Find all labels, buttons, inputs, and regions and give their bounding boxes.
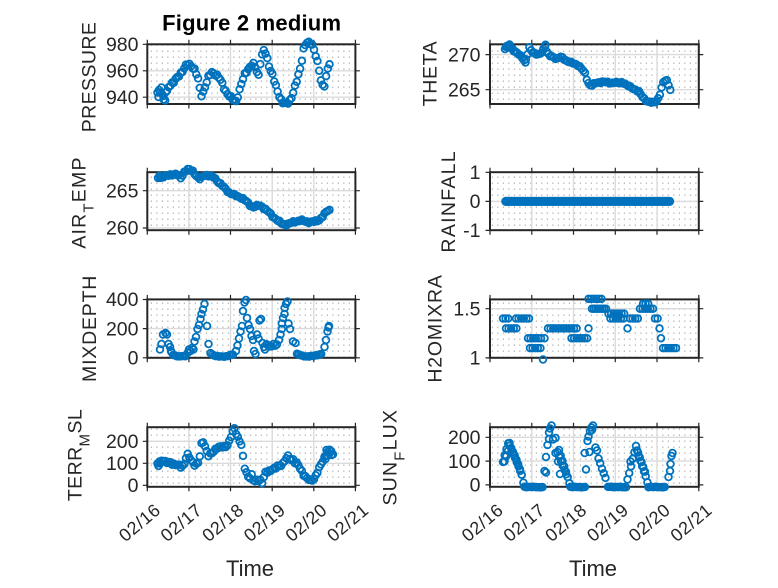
svg-text:AIRT​EMP: AIRT​EMP [68,156,97,248]
svg-text:1: 1 [470,348,481,370]
svg-text:RAINFALL: RAINFALL [438,150,460,253]
svg-text:270: 270 [448,44,481,66]
svg-text:SUNF​LUX: SUNF​LUX [379,409,408,506]
svg-text:0: 0 [470,475,481,497]
svg-text:Time: Time [226,556,274,581]
svg-text:265: 265 [106,180,139,202]
svg-text:H2OMIXRA: H2OMIXRA [424,274,446,382]
svg-text:940: 940 [106,87,139,109]
svg-text:1.5: 1.5 [453,298,480,320]
svg-text:400: 400 [106,289,139,311]
svg-text:265: 265 [448,79,481,101]
svg-text:100: 100 [448,451,481,473]
svg-text:0: 0 [470,191,481,213]
svg-text:THETA: THETA [419,41,441,106]
svg-text:200: 200 [106,431,139,453]
svg-text:200: 200 [448,427,481,449]
svg-text:0: 0 [128,348,139,370]
svg-text:TERRM​SL: TERRM​SL [64,409,93,501]
svg-text:-1: -1 [463,220,480,242]
svg-text:260: 260 [106,218,139,240]
svg-text:0: 0 [128,475,139,497]
svg-text:MIXDEPTH: MIXDEPTH [79,275,101,382]
svg-text:1: 1 [470,162,481,184]
svg-text:200: 200 [106,318,139,340]
svg-text:980: 980 [106,34,139,56]
svg-text:PRESSURE: PRESSURE [78,22,100,132]
svg-text:Figure 2 medium: Figure 2 medium [162,10,341,35]
svg-text:100: 100 [106,453,139,475]
svg-text:Time: Time [569,556,617,581]
svg-text:960: 960 [106,61,139,83]
